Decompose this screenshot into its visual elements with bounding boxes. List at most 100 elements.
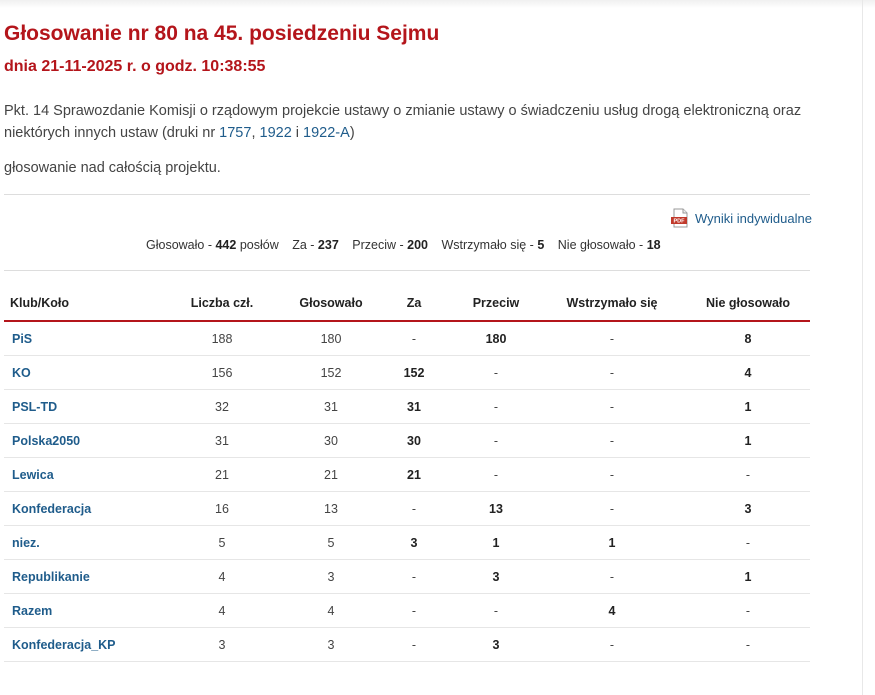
abstained-cell: -: [538, 627, 686, 662]
voted-cell: 30: [288, 423, 374, 458]
club-link[interactable]: Republikanie: [12, 569, 90, 584]
for-cell: -: [374, 491, 454, 526]
club-link[interactable]: niez.: [12, 535, 40, 550]
column-header-abstained: Wstrzymało się: [538, 286, 686, 322]
table-row: PiS 188 180-180-8: [4, 321, 810, 356]
club-cell: Razem: [4, 593, 156, 628]
page-right-border: [862, 0, 863, 695]
not-voted-cell: 1: [686, 559, 810, 594]
vote-datetime: dnia 21-11-2025 r. o godz. 10:38:55: [4, 58, 266, 75]
members-cell: 16: [156, 491, 288, 526]
pdf-icon-label: PDF: [674, 219, 686, 225]
summary-voted: Głosowało - 442 posłów: [146, 238, 279, 252]
description-separator: i: [291, 125, 304, 141]
club-cell: PiS: [4, 321, 156, 356]
members-cell: 4: [156, 559, 288, 594]
members-cell: 3: [156, 627, 288, 662]
against-cell: 180: [454, 321, 538, 356]
column-header-not-voted: Nie głosowało: [686, 286, 810, 322]
abstained-cell: 1: [538, 525, 686, 560]
for-cell: -: [374, 627, 454, 662]
club-link[interactable]: Konfederacja_KP: [12, 637, 116, 652]
club-link[interactable]: KO: [12, 365, 31, 380]
club-cell: Lewica: [4, 457, 156, 492]
voted-cell: 21: [288, 457, 374, 492]
members-cell: 31: [156, 423, 288, 458]
table-row: Konfederacja 16 13-13-3: [4, 491, 810, 526]
against-cell: 1: [454, 525, 538, 560]
summary-for: Za - 237: [292, 238, 339, 252]
table-row: Polska2050 31 30 30- -1: [4, 423, 810, 458]
club-cell: Konfederacja: [4, 491, 156, 526]
club-link[interactable]: Razem: [12, 603, 53, 618]
abstained-cell: -: [538, 355, 686, 390]
summary-against: Przeciw - 200: [352, 238, 428, 252]
not-voted-cell: 8: [686, 321, 810, 356]
summary-not-voted: Nie głosowało - 18: [557, 238, 661, 252]
column-header-against: Przeciw: [454, 286, 538, 322]
abstained-cell: 4: [538, 593, 686, 628]
not-voted-cell: -: [686, 525, 810, 560]
club-link[interactable]: Konfederacja: [12, 501, 92, 516]
for-cell: 21: [374, 457, 454, 492]
table-row: Konfederacja_KP 3 3-3- -: [4, 627, 810, 662]
abstained-cell: -: [538, 389, 686, 424]
not-voted-cell: 4: [686, 355, 810, 390]
for-cell: 30: [374, 423, 454, 458]
table-row: niez. 5 5 3 1 1-: [4, 525, 810, 560]
club-cell: niez.: [4, 525, 156, 560]
divider: [4, 194, 810, 195]
voted-cell: 180: [288, 321, 374, 356]
abstained-cell: -: [538, 491, 686, 526]
club-link[interactable]: Polska2050: [12, 433, 81, 448]
members-cell: 4: [156, 593, 288, 628]
club-link[interactable]: Lewica: [12, 467, 54, 482]
print-link-1922[interactable]: 1922: [259, 125, 292, 141]
voted-cell: 5: [288, 525, 374, 560]
club-cell: PSL-TD: [4, 389, 156, 424]
not-voted-cell: -: [686, 627, 810, 662]
top-strip: [0, 0, 875, 8]
club-link[interactable]: PiS: [12, 331, 33, 346]
page-title: Głosowanie nr 80 na 45. posiedzeniu Sejm…: [4, 22, 440, 45]
club-cell: Republikanie: [4, 559, 156, 594]
for-cell: -: [374, 593, 454, 628]
against-cell: -: [454, 389, 538, 424]
for-cell: 152: [374, 355, 454, 390]
for-cell: -: [374, 321, 454, 356]
against-cell: 3: [454, 559, 538, 594]
table-row: PSL-TD 32 31 31- -1: [4, 389, 810, 424]
members-cell: 156: [156, 355, 288, 390]
members-cell: 188: [156, 321, 288, 356]
against-cell: -: [454, 457, 538, 492]
table-row: Lewica 21 21 21- - -: [4, 457, 810, 492]
not-voted-cell: -: [686, 457, 810, 492]
print-link-1757[interactable]: 1757: [219, 125, 252, 141]
print-link-1922-a[interactable]: 1922-A: [303, 125, 350, 141]
table-header-row: Klub/Koło Liczba czł. Głosowało Za Przec…: [4, 286, 810, 322]
against-cell: 13: [454, 491, 538, 526]
club-results-table: Klub/Koło Liczba czł. Głosowało Za Przec…: [4, 286, 810, 662]
column-header-voted: Głosowało: [288, 286, 374, 322]
divider: [4, 270, 810, 271]
club-link[interactable]: PSL-TD: [12, 399, 58, 414]
description-suffix: ): [349, 125, 355, 141]
abstained-cell: -: [538, 457, 686, 492]
voted-cell: 31: [288, 389, 374, 424]
vote-subject: głosowanie nad całością projektu.: [4, 160, 221, 176]
summary-abstain: Wstrzymało się - 5: [441, 238, 545, 252]
club-cell: KO: [4, 355, 156, 390]
abstained-cell: -: [538, 423, 686, 458]
against-cell: -: [454, 423, 538, 458]
pdf-icon: PDF: [671, 208, 688, 228]
voted-cell: 4: [288, 593, 374, 628]
abstained-cell: -: [538, 559, 686, 594]
individual-results-link[interactable]: PDF Wyniki indywidualne: [670, 208, 812, 228]
for-cell: -: [374, 559, 454, 594]
voted-cell: 152: [288, 355, 374, 390]
members-cell: 21: [156, 457, 288, 492]
vote-summary: Głosowało - 442 posłów Za - 237 Przeciw …: [146, 238, 671, 252]
club-cell: Polska2050: [4, 423, 156, 458]
voted-cell: 3: [288, 627, 374, 662]
description-prefix: Pkt. 14 Sprawozdanie Komisji o rządowym …: [4, 103, 802, 141]
